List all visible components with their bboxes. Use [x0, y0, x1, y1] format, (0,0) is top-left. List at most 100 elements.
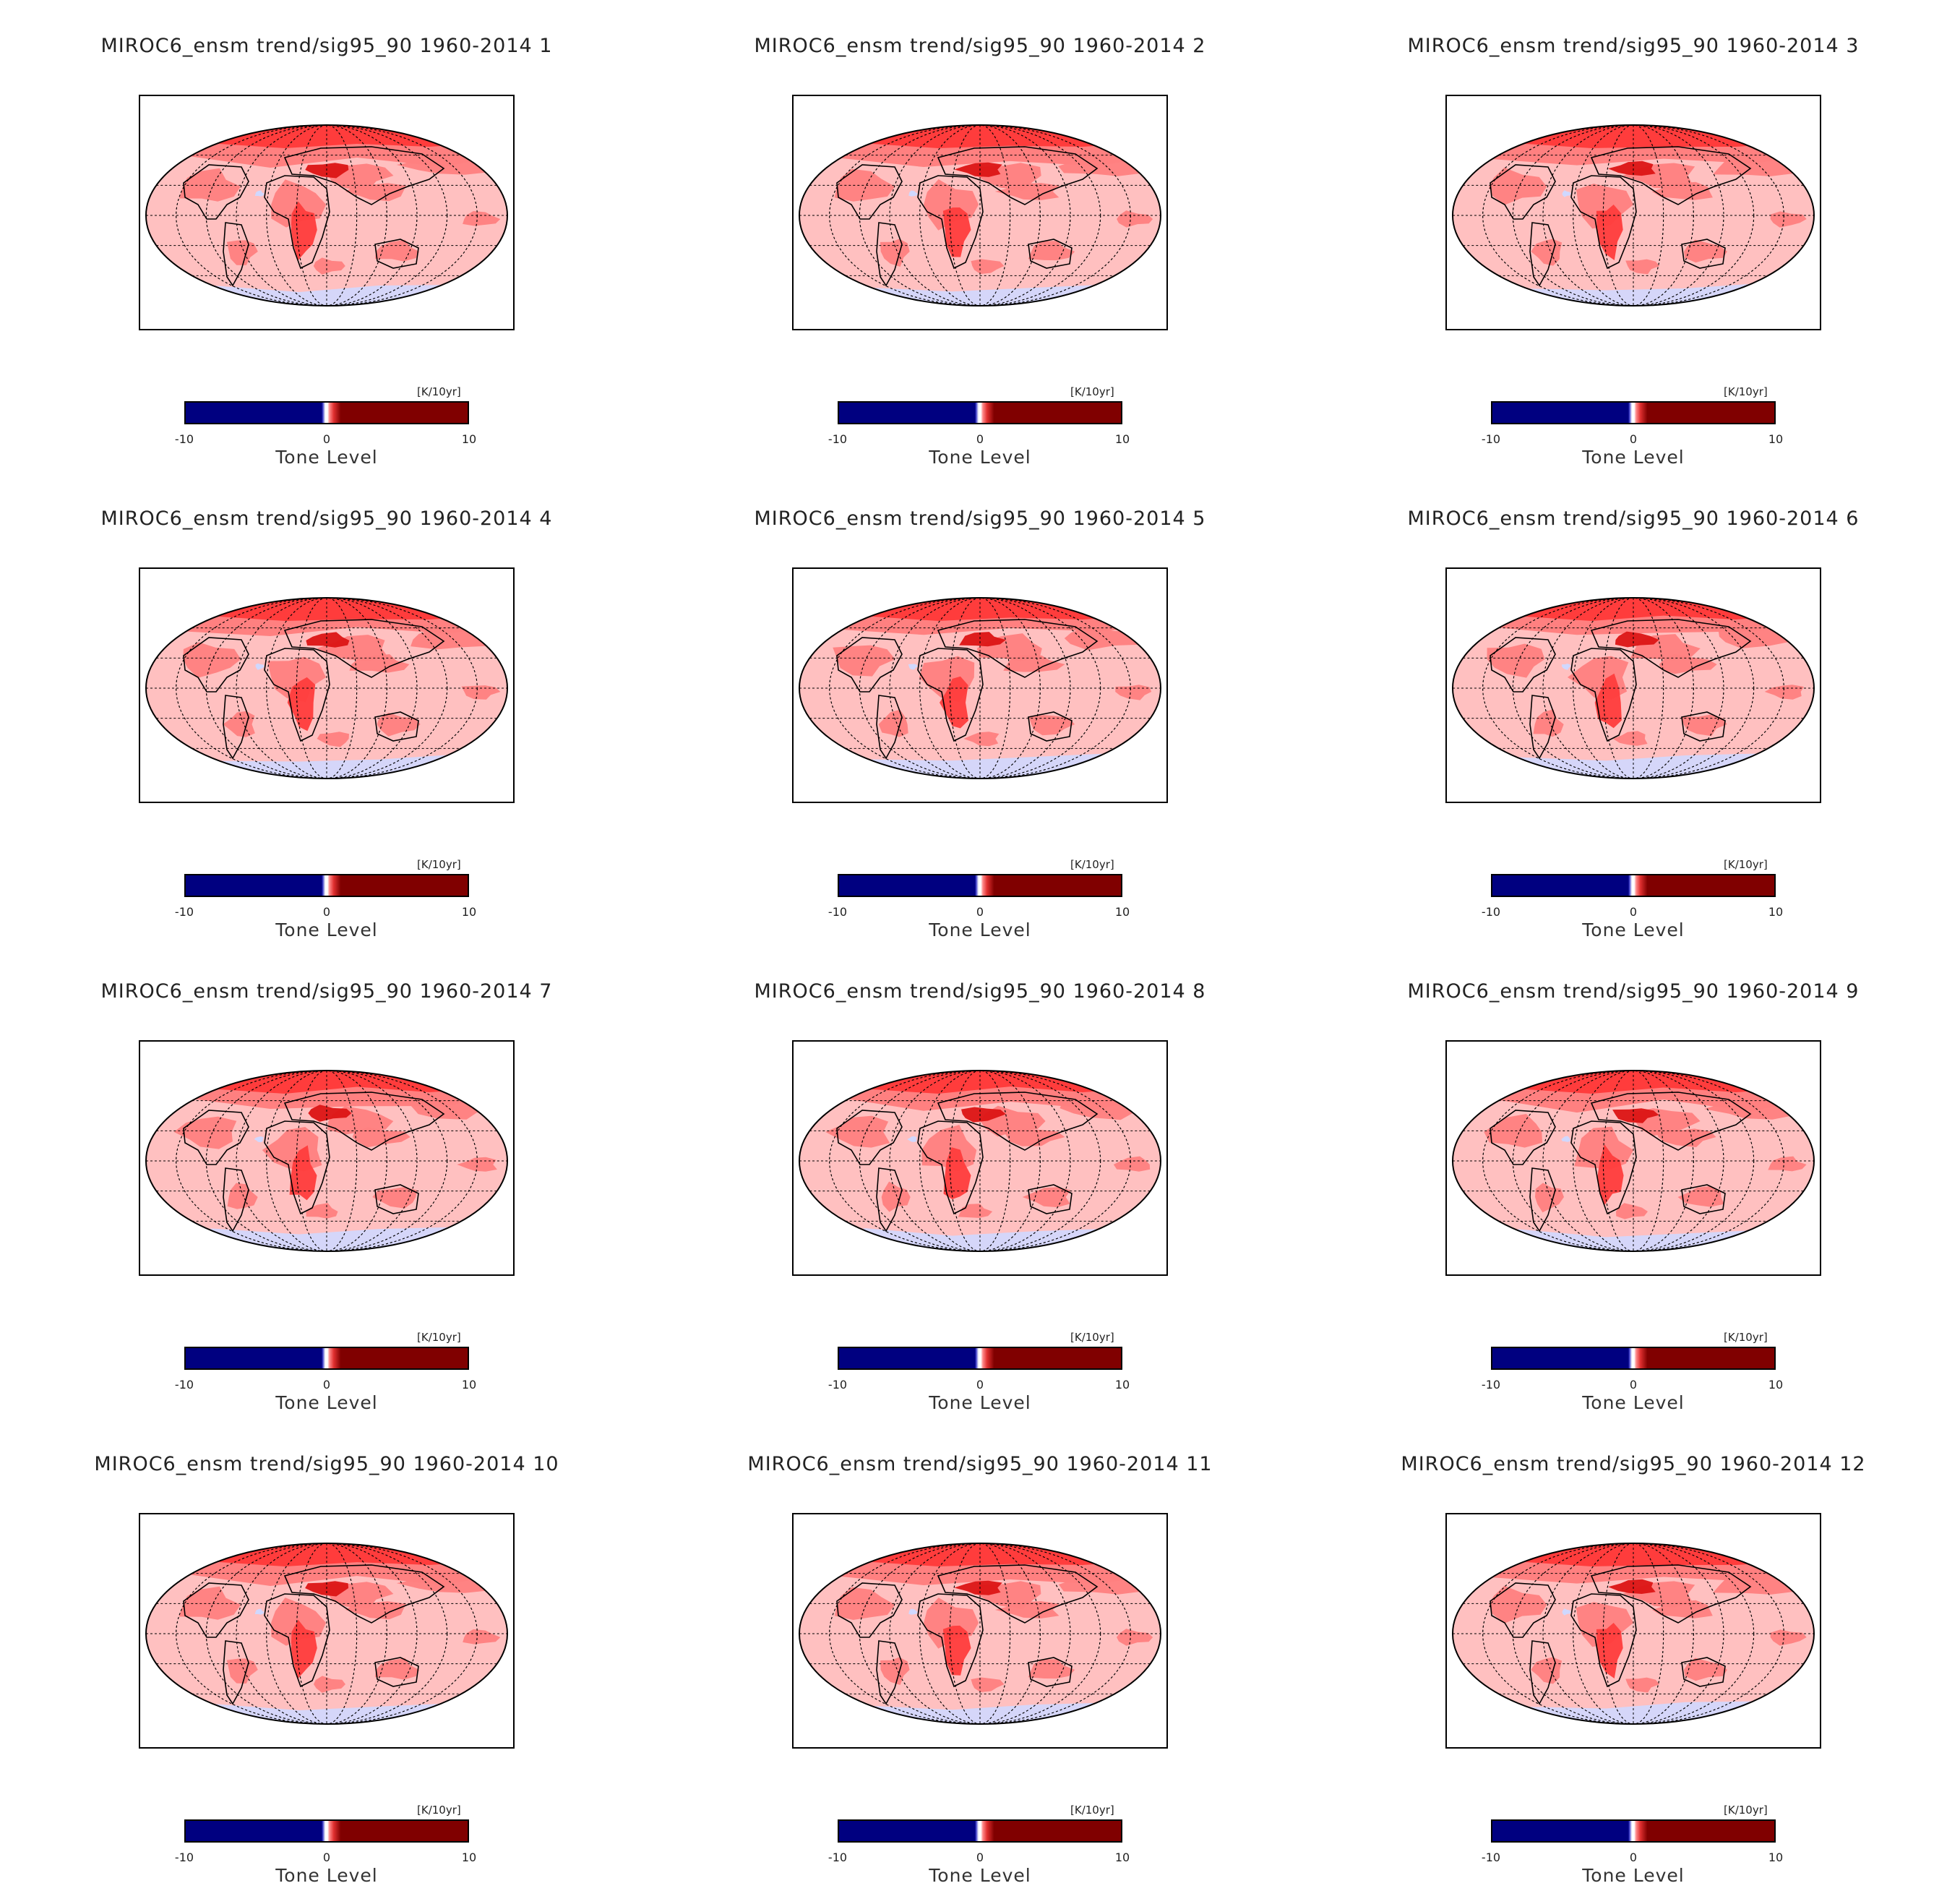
warming-region	[1608, 160, 1656, 176]
longitude-gridline	[889, 125, 1071, 306]
colorbar-tick-label: 0	[976, 1378, 984, 1392]
colorbar-label: Tone Level	[275, 447, 378, 468]
cooling-spot	[1561, 1136, 1570, 1142]
arctic-warming-band	[799, 1543, 1161, 1566]
cooling-spot	[254, 190, 265, 197]
longitude-gridline	[296, 598, 358, 779]
longitude-gridline	[829, 598, 1131, 779]
warming-region	[1612, 1108, 1659, 1123]
longitude-gridline	[296, 125, 358, 306]
cooling-spot	[254, 1136, 264, 1143]
colorbar-label: Tone Level	[1582, 447, 1685, 468]
longitude-gridline	[236, 125, 418, 306]
globe-outline	[799, 1543, 1161, 1725]
warming-region	[1596, 205, 1623, 260]
longitude-gridline	[1512, 1071, 1755, 1251]
warming-region	[1612, 731, 1648, 746]
panel-title: MIROC6_ensm trend/sig95_90 1960-2014 9	[1407, 980, 1860, 1003]
panel-title: MIROC6_ensm trend/sig95_90 1960-2014 8	[754, 980, 1206, 1003]
colorbar-unit: [K/10yr]	[1724, 1804, 1768, 1817]
globe-outline	[1452, 1070, 1815, 1252]
cooling-spot	[254, 1608, 265, 1615]
warming-region	[971, 259, 1005, 275]
warming-region	[1651, 1600, 1713, 1618]
warming-region	[1625, 1677, 1660, 1693]
colorbar-unit: [K/10yr]	[1070, 858, 1114, 871]
longitude-gridline	[176, 598, 478, 779]
coastline	[876, 1640, 903, 1705]
longitude-gridline	[919, 125, 1041, 306]
cooling-spot	[908, 664, 918, 670]
coastline	[374, 239, 419, 269]
longitude-gridline	[949, 1071, 1011, 1251]
colorbar-tick-label: 0	[1629, 1851, 1638, 1864]
coastline	[1529, 1640, 1556, 1705]
panel-title: MIROC6_ensm trend/sig95_90 1960-2014 2	[754, 35, 1206, 57]
warming-region	[833, 645, 895, 677]
colorbar-tick-label: -10	[828, 905, 848, 919]
colorbar	[1491, 1347, 1776, 1370]
warming-region	[878, 709, 908, 737]
warming-region	[1003, 655, 1065, 672]
southern-ocean-cooling	[146, 754, 507, 779]
longitude-gridline	[1542, 1071, 1724, 1251]
colorbar-unit: [K/10yr]	[1724, 385, 1768, 398]
colorbar-tick-label: -10	[1481, 432, 1501, 446]
longitude-gridline	[1512, 598, 1755, 779]
warming-region	[1576, 1602, 1633, 1647]
warming-region	[994, 183, 1059, 200]
longitude-gridline	[859, 1543, 1101, 1724]
coastline	[223, 1640, 249, 1705]
longitude-gridline	[1573, 1543, 1694, 1724]
coastline	[937, 1564, 1099, 1624]
warming-region	[291, 201, 317, 261]
globe-outline	[799, 124, 1161, 306]
coastline	[1028, 711, 1073, 742]
colorbar-label: Tone Level	[275, 1392, 378, 1413]
longitude-gridline	[266, 125, 387, 306]
colorbar-tick-label: 0	[976, 432, 984, 446]
longitude-gridline	[919, 598, 1041, 779]
colorbar-tick-label: 0	[1629, 432, 1638, 446]
colorbar-label: Tone Level	[929, 1865, 1031, 1886]
coastline	[836, 1110, 903, 1165]
coastline	[1590, 1092, 1752, 1151]
world-map	[799, 1070, 1161, 1252]
arctic-warming-band	[146, 125, 507, 148]
longitude-gridline	[859, 125, 1101, 306]
colorbar-tick-label: 0	[322, 1378, 331, 1392]
coastline	[183, 637, 249, 692]
cooling-spot	[908, 190, 918, 197]
world-map	[145, 1543, 508, 1725]
arctic-warming-band	[1453, 1543, 1814, 1566]
colorbar	[838, 874, 1122, 897]
longitude-gridline	[859, 598, 1101, 779]
coastline	[1570, 1593, 1637, 1688]
coastline	[264, 648, 330, 742]
arctic-warming-band	[799, 598, 1161, 621]
warming-region	[1608, 1579, 1656, 1594]
southern-ocean-cooling	[146, 285, 507, 306]
panel-11: MIROC6_ensm trend/sig95_90 1960-2014 11 […	[653, 1418, 1307, 1891]
colorbar-tick-label: 10	[1768, 1378, 1784, 1392]
colorbar-unit: [K/10yr]	[1070, 1804, 1114, 1817]
colorbar	[184, 401, 469, 424]
longitude-gridline	[205, 598, 448, 779]
warming-region	[1003, 1129, 1065, 1146]
panel-title: MIROC6_ensm trend/sig95_90 1960-2014 10	[94, 1453, 559, 1475]
longitude-gridline	[176, 1071, 478, 1251]
warming-region	[1533, 709, 1564, 737]
panel-7: MIROC6_ensm trend/sig95_90 1960-2014 7 [K…	[0, 946, 653, 1418]
colorbar-unit: [K/10yr]	[1724, 1331, 1768, 1344]
cooling-spot	[1562, 190, 1571, 197]
warming-region	[1768, 1156, 1807, 1172]
coastline	[1028, 1184, 1073, 1214]
warming-region	[971, 1677, 1005, 1692]
longitude-gridline	[919, 1071, 1041, 1251]
warming-region	[1677, 1185, 1724, 1207]
longitude-gridline	[1542, 125, 1724, 306]
southern-ocean-cooling	[1453, 283, 1814, 306]
colorbar-label: Tone Level	[929, 447, 1031, 468]
warming-region	[1487, 643, 1545, 678]
